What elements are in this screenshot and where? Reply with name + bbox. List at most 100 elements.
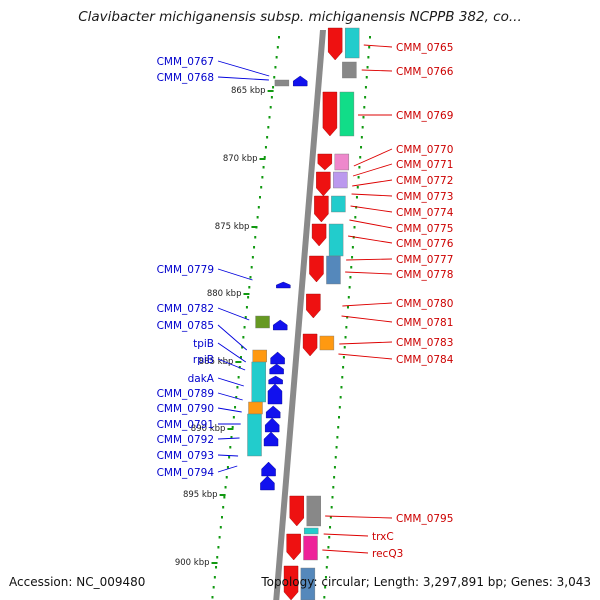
outer-left-track-dot	[262, 166, 265, 169]
outer-left-track-dot	[220, 516, 223, 519]
outer-right-track-dot	[348, 286, 351, 289]
reverse-gene-arrow	[270, 351, 285, 365]
forward-gene-arrow	[309, 255, 324, 283]
outer-left-track-dot	[253, 246, 256, 249]
genome-summary: Topology: circular; Length: 3,297,891 bp…	[261, 575, 591, 589]
outer-right-track-dot	[351, 256, 354, 259]
gene-label: CMM_0782	[157, 303, 214, 315]
gene-leader-line	[217, 324, 248, 351]
cds-block	[274, 79, 290, 87]
gene-leader-line	[350, 205, 393, 213]
gene-label: CMM_0781	[396, 317, 453, 329]
outer-left-track-dot	[224, 486, 227, 489]
outer-left-track-dot	[257, 206, 260, 209]
outer-left-track-dot	[211, 596, 214, 599]
outer-left-track-dot	[267, 126, 270, 129]
outer-right-track-dot	[351, 246, 354, 249]
cds-block	[300, 567, 316, 600]
outer-right-track-dot	[338, 416, 341, 419]
outer-left-track-dot	[212, 586, 215, 589]
gene-leader-line	[217, 268, 253, 281]
outer-right-track-dot	[339, 396, 342, 399]
outer-right-track-dot	[364, 96, 367, 99]
outer-left-track-dot	[218, 536, 221, 539]
gene-label: CMM_0785	[157, 320, 214, 332]
reverse-gene-arrow	[261, 461, 276, 477]
gene-label: CMM_0770	[396, 144, 453, 156]
gene-leader-line	[363, 44, 393, 48]
outer-left-track-dot	[268, 116, 271, 119]
outer-left-track-dot	[249, 276, 252, 279]
outer-left-track-dot	[247, 296, 250, 299]
gene-leader-line	[352, 163, 393, 177]
gene-leader-line	[217, 454, 239, 457]
scale-label: 870 kbp	[223, 154, 258, 164]
scale-tick	[267, 90, 274, 92]
gene-leader-line	[338, 353, 393, 360]
reverse-gene-arrow	[276, 281, 291, 289]
gene-leader-line	[342, 302, 393, 307]
outer-right-track-dot	[329, 526, 332, 529]
outer-right-track-dot	[357, 176, 360, 179]
outer-left-track-dot	[238, 366, 241, 369]
outer-right-track-dot	[342, 356, 345, 359]
outer-left-track-dot	[251, 256, 254, 259]
gene-label: CMM_0774	[396, 207, 454, 219]
gene-leader-line	[345, 271, 393, 275]
forward-gene-arrow	[283, 565, 299, 600]
outer-right-track-dot	[344, 336, 347, 339]
outer-right-track-dot	[333, 466, 336, 469]
outer-right-track-dot	[334, 456, 337, 459]
gene-leader-line	[217, 307, 250, 321]
gene-label: CMM_0773	[396, 191, 453, 203]
outer-right-track-dot	[355, 196, 358, 199]
outer-right-track-dot	[328, 536, 331, 539]
gene-leader-line	[361, 69, 393, 72]
gene-label: CMM_0783	[396, 337, 453, 349]
cds-block	[333, 171, 348, 189]
reverse-gene-arrow	[265, 405, 281, 419]
gene-leader-line	[217, 437, 240, 440]
cds-block	[331, 195, 346, 213]
gene-label: CMM_0776	[396, 238, 454, 250]
outer-right-track-dot	[330, 506, 333, 509]
gene-label: CMM_0795	[396, 513, 453, 525]
outer-left-track-dot	[239, 356, 242, 359]
forward-gene-arrow	[286, 533, 301, 561]
gene-label: CMM_0790	[157, 403, 214, 415]
cds-block	[344, 27, 360, 59]
outer-left-track-dot	[222, 506, 225, 509]
outer-right-track-dot	[345, 326, 348, 329]
gene-leader-line	[351, 193, 393, 197]
gene-label: CMM_0791	[157, 419, 214, 431]
gene-leader-line	[353, 148, 393, 167]
outer-right-track-dot	[359, 156, 362, 159]
forward-gene-arrow	[289, 495, 304, 527]
outer-left-track-dot	[215, 566, 218, 569]
outer-left-track-dot	[258, 196, 261, 199]
forward-gene-arrow	[302, 333, 318, 357]
outer-right-track-dot	[350, 266, 353, 269]
cds-block	[303, 535, 318, 561]
reverse-gene-arrow	[269, 363, 284, 375]
outer-right-track-dot	[347, 296, 350, 299]
gene-leader-line	[323, 533, 369, 537]
forward-gene-arrow	[327, 27, 343, 61]
forward-gene-arrow	[311, 223, 327, 247]
outer-left-track-dot	[269, 106, 272, 109]
scale-label: 900 kbp	[175, 558, 210, 568]
outer-left-track-dot	[248, 286, 251, 289]
cds-block	[326, 255, 341, 285]
outer-right-track-dot	[326, 556, 329, 559]
outer-left-track-dot	[237, 376, 240, 379]
outer-right-track-dot	[349, 276, 352, 279]
outer-right-track-dot	[324, 586, 327, 589]
outer-right-track-dot	[333, 476, 336, 479]
forward-gene-arrow	[322, 91, 338, 137]
scale-tick	[219, 494, 226, 496]
scale-tick	[259, 158, 266, 160]
gene-label: CMM_0777	[396, 254, 453, 266]
gene-leader-line	[217, 392, 243, 401]
outer-left-track-dot	[213, 576, 216, 579]
gene-leader-line	[217, 358, 246, 371]
